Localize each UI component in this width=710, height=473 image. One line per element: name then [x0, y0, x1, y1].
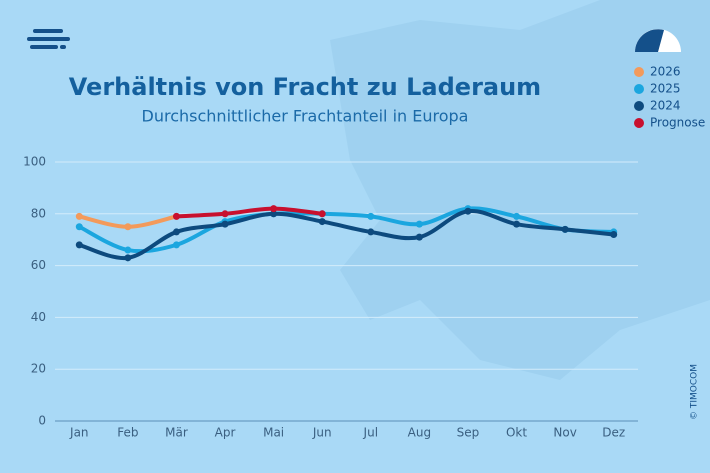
x-tick-label: Jun: [312, 426, 332, 440]
x-tick-label: Feb: [117, 426, 138, 440]
data-point: [415, 233, 423, 241]
y-tick-label: 80: [31, 206, 46, 220]
data-point: [513, 220, 521, 228]
data-point: [172, 228, 180, 236]
data-point: [75, 241, 83, 249]
series-line: [77, 206, 616, 254]
legend-label: Prognose: [650, 116, 705, 130]
legend-label: 2024: [650, 99, 681, 113]
gauge-icon: [635, 29, 681, 52]
copyright: © TIMOCOM: [690, 364, 700, 420]
legend-label: 2025: [650, 82, 681, 96]
legend-marker: [634, 101, 644, 111]
data-point: [172, 241, 180, 249]
map-shape: [330, 0, 710, 380]
x-tick-label: Sep: [457, 426, 480, 440]
legend-label: 2026: [650, 65, 681, 79]
data-point: [513, 212, 521, 220]
data-point: [124, 246, 132, 254]
x-tick-label: Jul: [363, 426, 378, 440]
y-tick-label: 40: [31, 310, 46, 324]
data-point: [318, 218, 326, 226]
x-tick-label: Aug: [408, 426, 431, 440]
legend-marker: [634, 84, 644, 94]
logo: [27, 29, 70, 49]
data-point: [318, 210, 326, 218]
data-point: [124, 223, 132, 231]
x-tick-label: Dez: [602, 426, 625, 440]
x-tick-label: Jan: [69, 426, 89, 440]
y-tick-label: 60: [31, 258, 46, 272]
y-tick-label: 100: [23, 155, 46, 169]
series-line: [77, 209, 616, 260]
data-point: [172, 212, 180, 220]
data-point: [367, 228, 375, 236]
x-tick-label: Okt: [506, 426, 527, 440]
data-point: [270, 210, 278, 218]
data-point: [75, 223, 83, 231]
data-point: [221, 220, 229, 228]
legend-marker: [634, 67, 644, 77]
data-point: [75, 212, 83, 220]
x-tick-label: Nov: [553, 426, 576, 440]
data-point: [561, 225, 569, 233]
data-point: [124, 254, 132, 262]
data-point: [270, 205, 278, 213]
x-tick-label: Apr: [215, 426, 236, 440]
x-tick-label: Mär: [165, 426, 188, 440]
data-point: [221, 210, 229, 218]
chart-subtitle: Durchschnittlicher Frachtanteil in Europ…: [142, 107, 469, 126]
y-tick-label: 20: [31, 362, 46, 376]
y-tick-label: 0: [38, 414, 46, 428]
chart-title: Verhältnis von Fracht zu Laderaum: [69, 73, 541, 101]
data-point: [415, 220, 423, 228]
data-point: [610, 231, 618, 239]
series-line: [174, 206, 325, 219]
legend-marker: [634, 118, 644, 128]
x-tick-label: Mai: [263, 426, 284, 440]
data-point: [367, 212, 375, 220]
data-point: [464, 207, 472, 215]
